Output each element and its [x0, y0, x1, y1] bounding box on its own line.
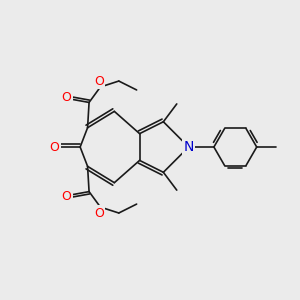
Text: O: O [61, 92, 71, 104]
Text: O: O [61, 190, 71, 202]
Text: O: O [94, 74, 104, 88]
Text: O: O [50, 140, 59, 154]
Text: N: N [184, 140, 194, 154]
Text: O: O [94, 206, 104, 220]
